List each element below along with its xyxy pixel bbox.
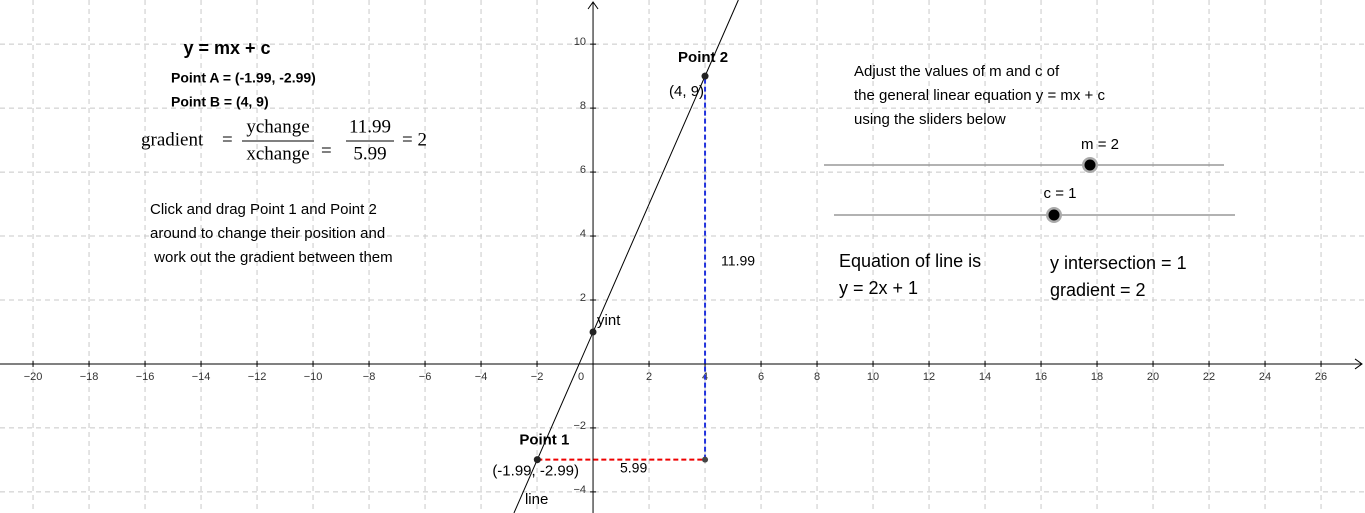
x-tick-label: −20 [24, 371, 43, 383]
x-tick-label: −12 [248, 371, 267, 383]
y-tick-label: 2 [580, 292, 586, 304]
y-axis-arrow [587, 1, 599, 10]
x-tick-label: −18 [80, 371, 99, 383]
x-tick-label: 22 [1203, 371, 1215, 383]
corner-point [702, 456, 709, 463]
y-intersection: y intersection = 1 [1050, 253, 1187, 273]
point-name: yint [597, 312, 621, 329]
gradient-value: gradient = 2 [1050, 280, 1146, 300]
adjust-text: Adjust the values of m and c of [854, 63, 1060, 80]
x-tick-label: 24 [1259, 371, 1271, 383]
x-tick-label: −8 [363, 371, 376, 383]
instruction: Click and drag Point 1 and Point 2 [150, 201, 377, 218]
slider-label: m = 2 [1081, 136, 1119, 153]
equation-heading: Equation of line is [839, 251, 981, 271]
y-tick-label: −2 [573, 420, 586, 432]
y-tick-label: 8 [580, 100, 586, 112]
instruction: around to change their position and [150, 225, 385, 242]
x-tick-label: 20 [1147, 371, 1159, 383]
x-tick-label: 0 [578, 371, 584, 383]
line-label: line [525, 491, 548, 508]
x-axis-arrow [1354, 358, 1363, 370]
x-tick-label: 14 [979, 371, 991, 383]
slider-knob[interactable] [1048, 209, 1060, 221]
y-tick-label: 10 [574, 36, 586, 48]
point-coords: (4, 9) [669, 83, 704, 100]
adjust-text: using the sliders below [854, 111, 1006, 128]
x-tick-label: 26 [1315, 371, 1327, 383]
y-tick-label: 6 [580, 164, 586, 176]
point-name: Point 2 [678, 49, 728, 66]
formula-denominator: xchange [246, 143, 309, 164]
x-tick-label: −6 [419, 371, 432, 383]
point-name: Point 1 [519, 432, 569, 449]
title: y = mx + c [183, 38, 270, 58]
x-tick-label: 16 [1035, 371, 1047, 383]
adjust-text: the general linear equation y = mx + c [854, 87, 1105, 104]
x-tick-label: 18 [1091, 371, 1103, 383]
x-tick-label: 6 [758, 371, 764, 383]
x-tick-label: −2 [531, 371, 544, 383]
formula-eq: = [321, 140, 332, 161]
x-tick-label: 8 [814, 371, 820, 383]
ychange-label: 11.99 [721, 253, 755, 269]
x-tick-label: −14 [192, 371, 211, 383]
slider-knob[interactable] [1084, 159, 1096, 171]
x-tick-label: −10 [304, 371, 323, 383]
y-tick-label: 4 [580, 228, 586, 240]
formula-denominator: 5.99 [353, 143, 386, 164]
xchange-label: 5.99 [620, 460, 647, 476]
x-tick-label: 10 [867, 371, 879, 383]
equation: y = 2x + 1 [839, 278, 918, 298]
point[interactable] [533, 456, 541, 464]
slider-label: c = 1 [1044, 185, 1077, 202]
formula-numerator: ychange [246, 116, 309, 137]
geometry: line 11.99 5.99 Point 1 (-1.99, -2.99) Point … [492, 0, 755, 513]
point-coords: (-1.99, -2.99) [492, 463, 579, 480]
line [513, 0, 739, 513]
point-a: Point A = (-1.99, -2.99) [171, 70, 316, 86]
formula-numerator: 11.99 [349, 116, 391, 137]
y-tick-label: −4 [573, 484, 586, 496]
x-tick-label: −4 [475, 371, 488, 383]
x-tick-label: −16 [136, 371, 155, 383]
formula-eq: = [222, 129, 233, 150]
formula-result: = 2 [402, 129, 427, 150]
point[interactable] [701, 72, 709, 80]
instruction: work out the gradient between them [150, 249, 393, 266]
formula-lhs: gradient [141, 129, 204, 150]
x-tick-label: 12 [923, 371, 935, 383]
x-tick-label: 2 [646, 371, 652, 383]
point [589, 328, 597, 336]
point-b: Point B = (4, 9) [171, 94, 269, 110]
